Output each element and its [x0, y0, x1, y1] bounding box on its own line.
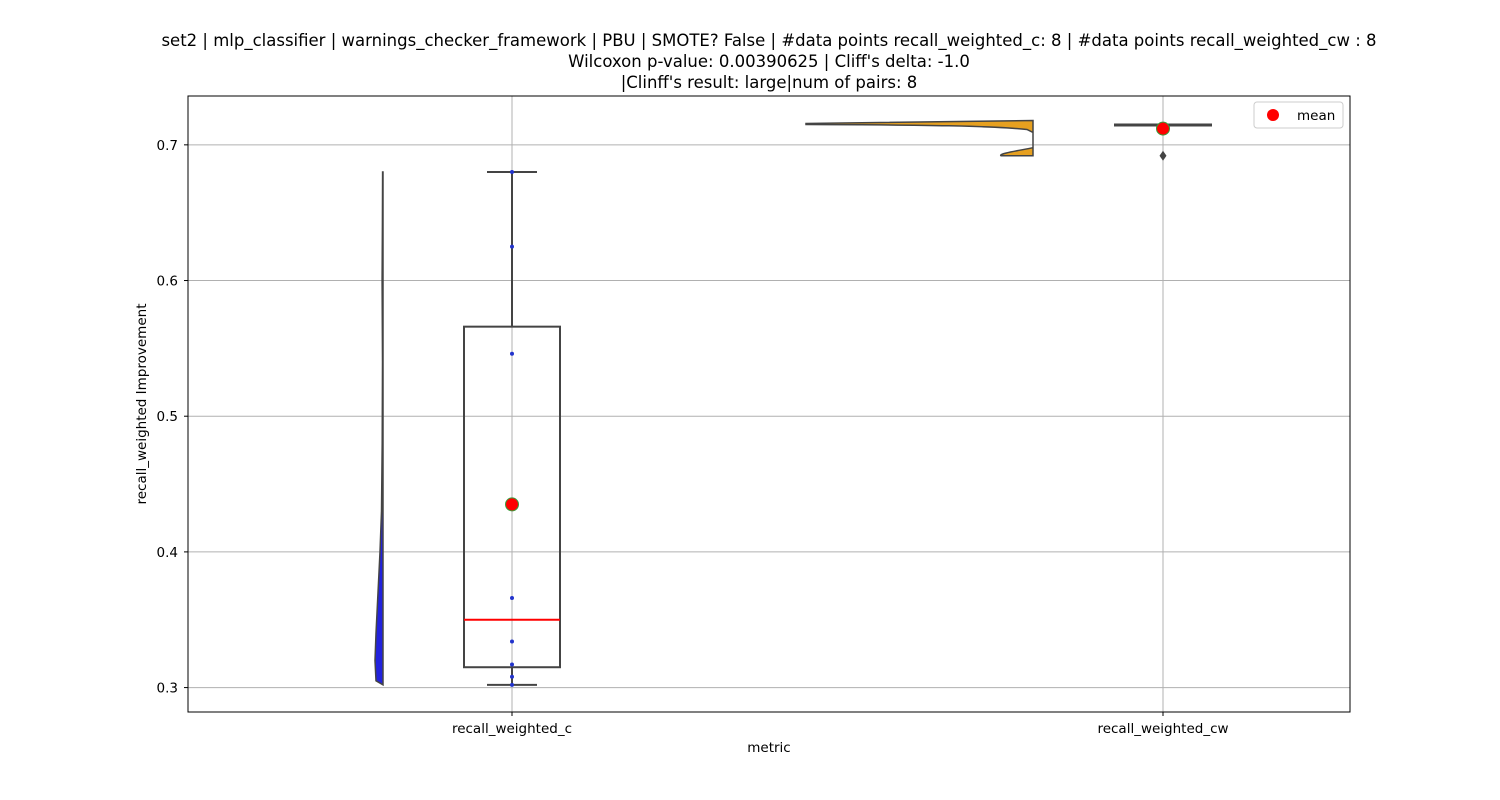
title-line-3: |Clinff's result: large|num of pairs: 8	[621, 73, 918, 92]
data-point	[510, 674, 514, 679]
x-axis-ticks: recall_weighted_c recall_weighted_cw	[452, 712, 1229, 737]
legend-mean-marker	[1267, 109, 1279, 121]
data-point	[510, 682, 514, 687]
y-tick-label: 0.4	[157, 545, 178, 561]
legend: mean	[1253, 101, 1344, 129]
x-axis-label: metric	[747, 740, 790, 756]
y-axis-label: recall_weighted Improvement	[134, 303, 150, 504]
data-point	[510, 244, 514, 249]
y-tick-label: 0.5	[157, 409, 178, 425]
grid	[188, 96, 1350, 712]
legend-label-mean: mean	[1297, 108, 1335, 124]
y-tick-label: 0.7	[157, 138, 178, 154]
data-points	[510, 150, 1167, 687]
x-tick-label: recall_weighted_c	[452, 721, 572, 737]
legend-box	[1253, 101, 1344, 129]
mean-markers	[505, 121, 1170, 512]
chart-title: set2 | mlp_classifier | warnings_checker…	[161, 31, 1376, 92]
data-point	[510, 639, 514, 644]
plot-area-frame	[187, 95, 1351, 713]
violin-recall-weighted-c	[374, 171, 384, 687]
y-tick-label: 0.3	[157, 681, 178, 697]
violins	[374, 119, 1034, 687]
data-point	[510, 662, 514, 667]
mean-marker	[505, 497, 519, 512]
violin-recall-weighted-cw	[805, 119, 1034, 157]
boxplots	[463, 123, 1212, 686]
outlier-point	[1159, 150, 1167, 161]
title-line-1: set2 | mlp_classifier | warnings_checker…	[161, 31, 1376, 51]
data-point	[510, 169, 514, 174]
y-tick-label: 0.6	[157, 274, 178, 290]
x-tick-label: recall_weighted_cw	[1097, 721, 1228, 737]
data-point	[510, 596, 514, 601]
y-axis-ticks: 0.3 0.4 0.5 0.6 0.7	[157, 138, 188, 697]
title-line-2: Wilcoxon p-value: 0.00390625 | Cliff's d…	[568, 52, 970, 71]
data-point	[510, 351, 514, 356]
box-recall-weighted-c-iqr	[463, 325, 561, 669]
mean-marker	[1156, 121, 1170, 136]
